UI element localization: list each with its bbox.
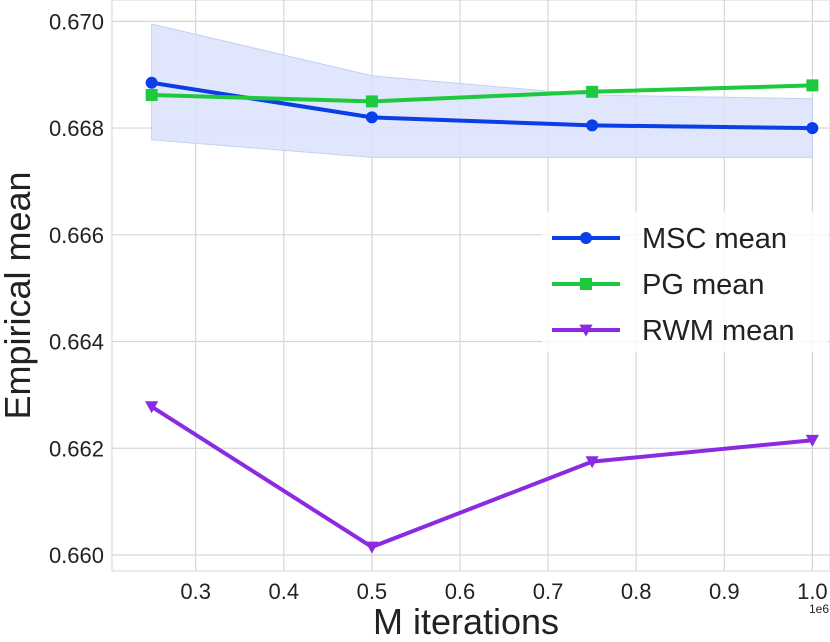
- tick-labels: 0.3 0.4 0.5 0.6 0.7 0.8 0.9 1.0 0.660 0.662 0.664 0…: [49, 9, 828, 604]
- legend-label-pg-mean: PG mean: [642, 269, 765, 301]
- x-axis-title: M iterations: [373, 601, 559, 642]
- rwm-mean-point: [585, 456, 599, 469]
- y-tick-label: 0.670: [49, 9, 104, 34]
- legend-marker-rwm-mean: [579, 324, 593, 337]
- x-tick-label: 0.4: [268, 579, 299, 604]
- legend: MSC mean PG mean RWM mean: [542, 212, 828, 352]
- msc-mean-point: [145, 76, 158, 89]
- legend-marker-pg-mean: [580, 278, 592, 290]
- pg-mean-point: [365, 95, 378, 108]
- msc-mean-point: [365, 111, 378, 124]
- y-tick-label: 0.668: [49, 116, 104, 141]
- rwm-mean-point: [365, 541, 379, 554]
- x-tick-label: 0.6: [445, 579, 476, 604]
- confidence-band: [151, 23, 813, 158]
- y-tick-label: 0.660: [49, 543, 104, 568]
- x-tick-label: 0.7: [533, 579, 564, 604]
- x-tick-label: 0.8: [621, 579, 652, 604]
- x-tick-label: 0.5: [357, 579, 388, 604]
- pg-mean-point: [145, 88, 158, 101]
- y-tick-label: 0.666: [49, 223, 104, 248]
- pg-mean-series: [145, 79, 819, 108]
- rwm-mean-point: [145, 401, 159, 414]
- x-tick-label: 0.3: [180, 579, 211, 604]
- y-axis-title: Empirical mean: [0, 171, 38, 419]
- msc-confidence-band: [151, 23, 813, 158]
- legend-label-rwm-mean: RWM mean: [642, 315, 795, 347]
- msc-mean-point: [586, 119, 599, 132]
- pg-mean-point: [586, 85, 599, 98]
- x-tick-label: 0.9: [709, 579, 740, 604]
- legend-label-msc-mean: MSC mean: [642, 223, 787, 255]
- legend-marker-msc-mean: [580, 232, 592, 244]
- msc-mean-point: [806, 122, 819, 135]
- plot-frame: [111, 0, 830, 572]
- y-tick-label: 0.662: [49, 436, 104, 461]
- rwm-mean-point: [805, 434, 819, 447]
- rwm-mean-series: [145, 401, 819, 554]
- x-tick-label: 1.0: [797, 579, 828, 604]
- y-tick-label: 0.664: [49, 330, 104, 355]
- pg-mean-point: [806, 79, 819, 92]
- x-axis-offset-label: 1e6: [809, 602, 829, 616]
- series-lines: [145, 76, 819, 554]
- rwm-mean-line: [149, 404, 815, 549]
- pg-mean-line: [149, 83, 815, 104]
